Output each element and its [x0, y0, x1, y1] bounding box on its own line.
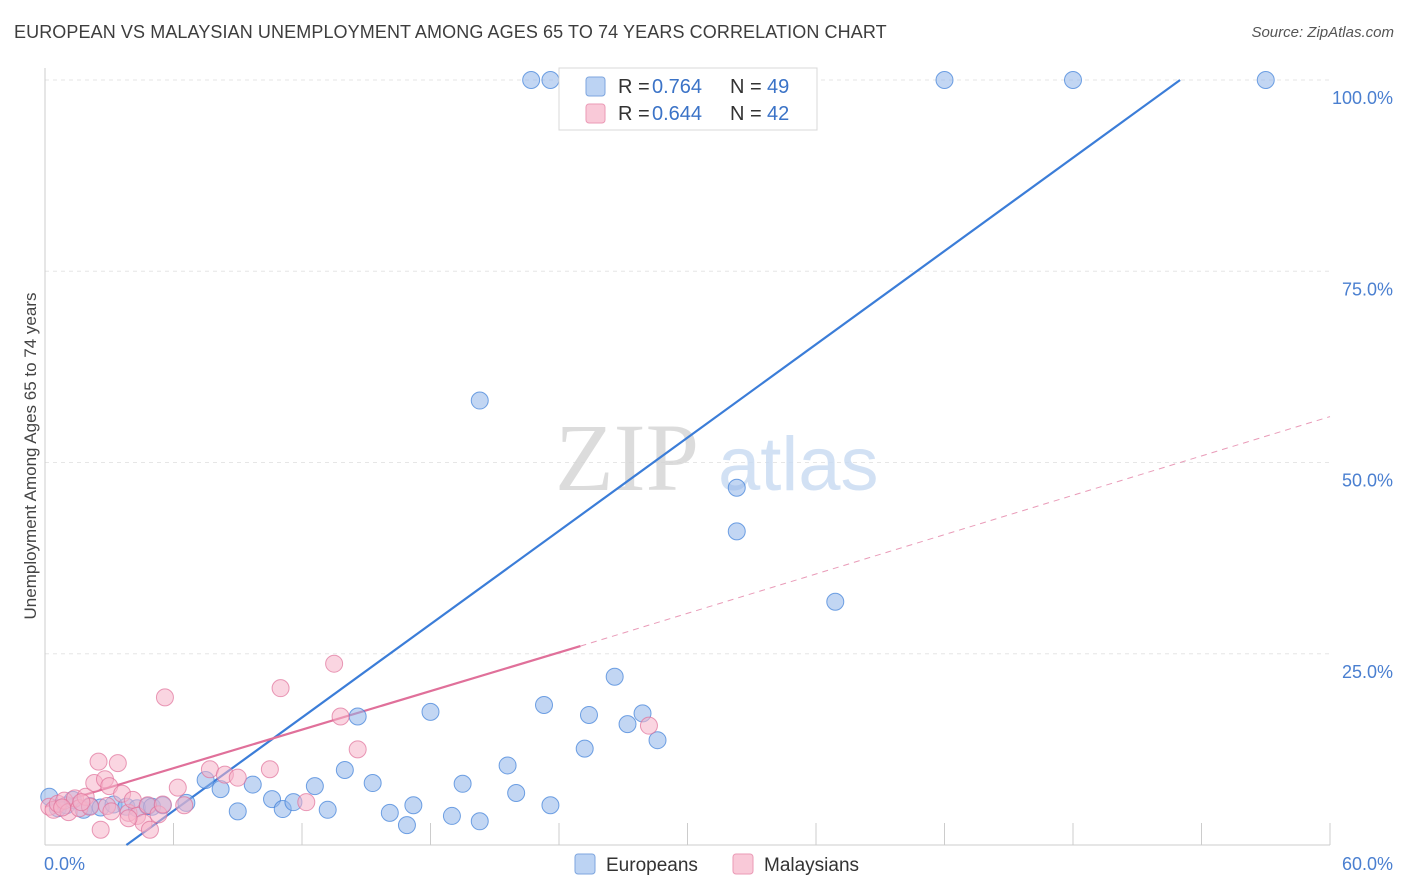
malaysians-point [271, 679, 290, 698]
legend-n-value-1: 49 [767, 76, 789, 98]
legend-r-label-2: R = [618, 103, 650, 125]
y-tick-label: 50.0% [1342, 471, 1393, 491]
europeans-point [318, 800, 337, 819]
europeans-point [575, 739, 594, 758]
europeans-point [228, 802, 247, 821]
europeans-point [243, 775, 262, 794]
europeans-point [404, 796, 423, 815]
malaysians-point [168, 778, 187, 797]
europeans-point [935, 71, 954, 89]
chart-title: EUROPEAN VS MALAYSIAN UNEMPLOYMENT AMONG… [14, 22, 887, 42]
x-tick-label: 0.0% [44, 854, 85, 874]
europeans-point [541, 796, 560, 815]
europeans-point [579, 705, 598, 724]
malaysians-point [348, 740, 367, 759]
legend-n-label-1: N = [730, 76, 762, 98]
europeans-point [648, 731, 667, 750]
y-tick-label: 25.0% [1342, 662, 1393, 682]
malaysians-point [53, 798, 72, 817]
europeans-point [498, 756, 517, 775]
legend-r-value-1: 0.764 [652, 76, 702, 98]
malaysians-point [119, 809, 138, 828]
europeans-point [727, 522, 746, 541]
malaysians-point [91, 820, 110, 839]
legend-n-value-2: 42 [767, 103, 789, 125]
malaysians-point [175, 796, 194, 815]
europeans-point [421, 702, 440, 721]
europeans-point [618, 715, 637, 734]
malaysians-point [72, 793, 91, 812]
europeans-point [1256, 71, 1275, 89]
malaysians-point [228, 768, 247, 787]
trend-lines [44, 79, 1331, 846]
malaysians-point [297, 793, 316, 812]
legend-r-value-2: 0.644 [652, 103, 702, 125]
watermark-zip: ZIP [555, 404, 699, 511]
malaysians-trend-line [44, 645, 581, 808]
y-tick-label: 100.0% [1332, 88, 1393, 108]
europeans-point [397, 816, 416, 835]
malaysians-point [140, 820, 159, 839]
europeans-point [605, 667, 624, 686]
europeans-point [541, 71, 560, 89]
x-tick-labels: 0.0% 60.0% [44, 854, 1393, 874]
axes [44, 68, 1331, 846]
malaysians-point [639, 716, 658, 735]
malaysians-point [108, 754, 127, 773]
europeans-point [380, 803, 399, 822]
europeans-point [1064, 71, 1082, 89]
europeans-trend-line [125, 79, 1181, 846]
europeans-point [522, 71, 541, 89]
grid-lines [45, 79, 1330, 655]
watermark-atlas: atlas [718, 422, 879, 507]
y-tick-labels: 25.0% 50.0% 75.0% 100.0% [1332, 88, 1393, 682]
y-tick-label: 75.0% [1342, 279, 1393, 299]
source-label: Source: ZipAtlas.com [1251, 24, 1394, 41]
europeans-point [442, 806, 461, 825]
malaysians-point [325, 654, 344, 673]
europeans-point [363, 774, 382, 793]
malaysians-point [331, 707, 350, 726]
bottom-legend-europeans: Europeans [606, 855, 698, 876]
europeans-point [727, 478, 746, 497]
europeans-point [826, 592, 845, 611]
malaysians-point [155, 688, 174, 707]
bottom-legend-swatch-europeans [574, 853, 596, 875]
legend-swatch-malaysians [585, 103, 606, 124]
europeans-point [470, 812, 489, 831]
europeans-point [535, 696, 554, 715]
europeans-point [348, 707, 367, 726]
legend-r-label-1: R = [618, 76, 650, 98]
watermark: ZIP atlas [555, 404, 879, 511]
europeans-point [305, 777, 324, 796]
malaysians-trend-extension [580, 416, 1331, 647]
europeans-point [453, 774, 472, 793]
malaysians-point [89, 752, 108, 771]
europeans-point [507, 783, 526, 802]
legend-n-label-2: N = [730, 103, 762, 125]
legend-box: R = 0.764 N = 49 R = 0.644 N = 42 [558, 67, 818, 131]
malaysians-point [200, 760, 219, 779]
malaysians-point [123, 790, 142, 809]
europeans-point [335, 761, 354, 780]
malaysians-point [260, 760, 279, 779]
bottom-legend: Europeans Malaysians [574, 853, 859, 876]
legend-swatch-europeans [585, 76, 606, 97]
y-axis-label: Unemployment Among Ages 65 to 74 years [21, 293, 40, 620]
malaysians-point [102, 802, 121, 821]
bottom-legend-swatch-malaysians [732, 853, 754, 875]
europeans-point [470, 391, 489, 410]
malaysians-point [153, 795, 172, 814]
bottom-legend-malaysians: Malaysians [764, 855, 859, 876]
data-points [40, 71, 1275, 839]
x-tick-label: 60.0% [1342, 854, 1393, 874]
